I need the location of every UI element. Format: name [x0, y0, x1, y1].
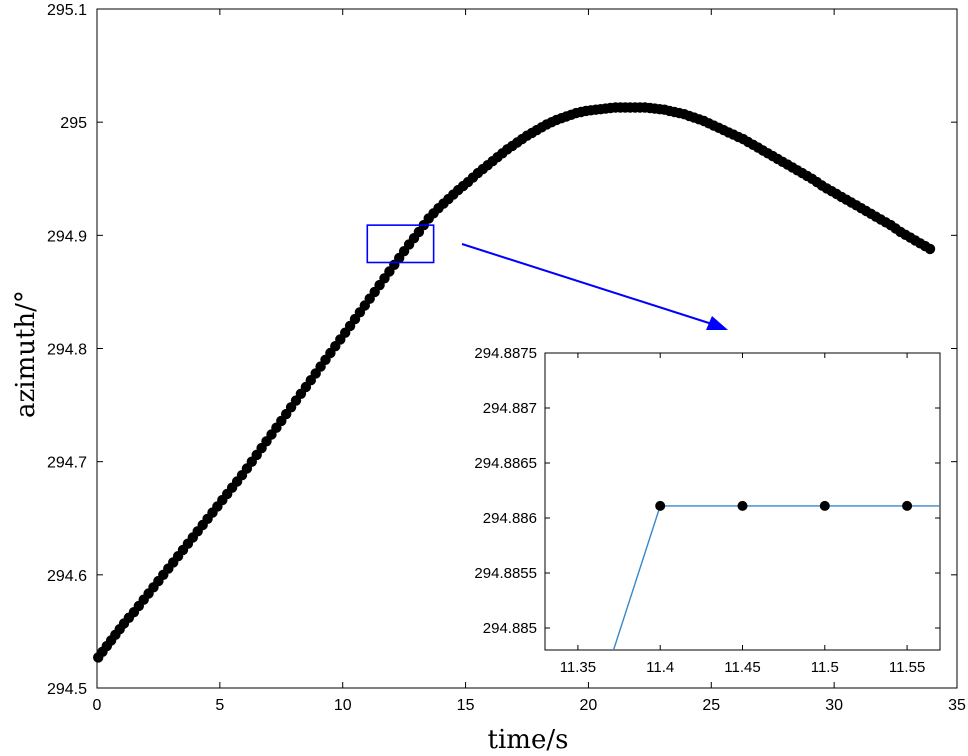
y-axis-title: azimuth/° — [11, 290, 41, 418]
inset-y-tick-label: 294.8875 — [474, 345, 537, 362]
inset-x-tick-label: 11.4 — [646, 659, 674, 676]
inset-y-tick-label: 294.8865 — [474, 455, 537, 472]
inset-data-point — [902, 500, 913, 511]
x-tick-label: 35 — [948, 697, 966, 714]
inset-x-tick-label: 11.5 — [811, 659, 839, 676]
inset-y-tick-label: 294.885 — [483, 620, 537, 637]
x-tick-label: 25 — [702, 697, 720, 714]
inset-data-point — [655, 500, 666, 511]
data-point — [924, 243, 936, 255]
inset-data-point — [819, 500, 830, 511]
y-tick-label: 294.9 — [47, 228, 87, 245]
y-tick-label: 295.1 — [47, 2, 87, 19]
main-tick-group: 0 5 10 15 20 25 30 35 294.5 294.6 294.7 294.8 294.9 2… — [47, 2, 966, 714]
inset-y-tick-label: 294.887 — [483, 400, 537, 417]
zoom-box — [366, 224, 435, 264]
x-tick-label: 30 — [825, 697, 843, 714]
y-tick-label: 294.7 — [47, 455, 87, 472]
inset-x-tick-label: 11.35 — [560, 659, 596, 676]
x-tick-label: 20 — [580, 697, 598, 714]
inset-data — [612, 500, 940, 650]
inset-y-tick-label: 294.886 — [483, 510, 537, 527]
x-tick-label: 10 — [334, 697, 352, 714]
x-axis-title: time/s — [488, 725, 569, 755]
y-tick-label: 294.8 — [47, 342, 87, 359]
zoom-arrow-head — [706, 316, 728, 330]
x-tick-label: 5 — [215, 697, 224, 714]
main-data-points — [93, 102, 936, 663]
inset-y-tick-label: 294.8855 — [474, 565, 537, 582]
y-tick-label: 294.6 — [47, 568, 87, 585]
x-tick-label: 15 — [457, 697, 475, 714]
y-tick-label: 294.5 — [47, 681, 87, 698]
y-tick-label: 295 — [60, 115, 87, 132]
inset-data-point — [737, 500, 748, 511]
zoom-arrow-line — [461, 243, 713, 325]
x-tick-label: 0 — [93, 697, 102, 714]
inset-tick-group: 11.35 11.4 11.45 11.5 11.55 294.885 294.8855 29… — [474, 345, 940, 676]
inset-x-tick-label: 11.55 — [889, 659, 925, 676]
zoom-annotation — [366, 224, 728, 330]
inset-x-tick-label: 11.45 — [724, 659, 760, 676]
inset-series-line — [612, 505, 940, 650]
